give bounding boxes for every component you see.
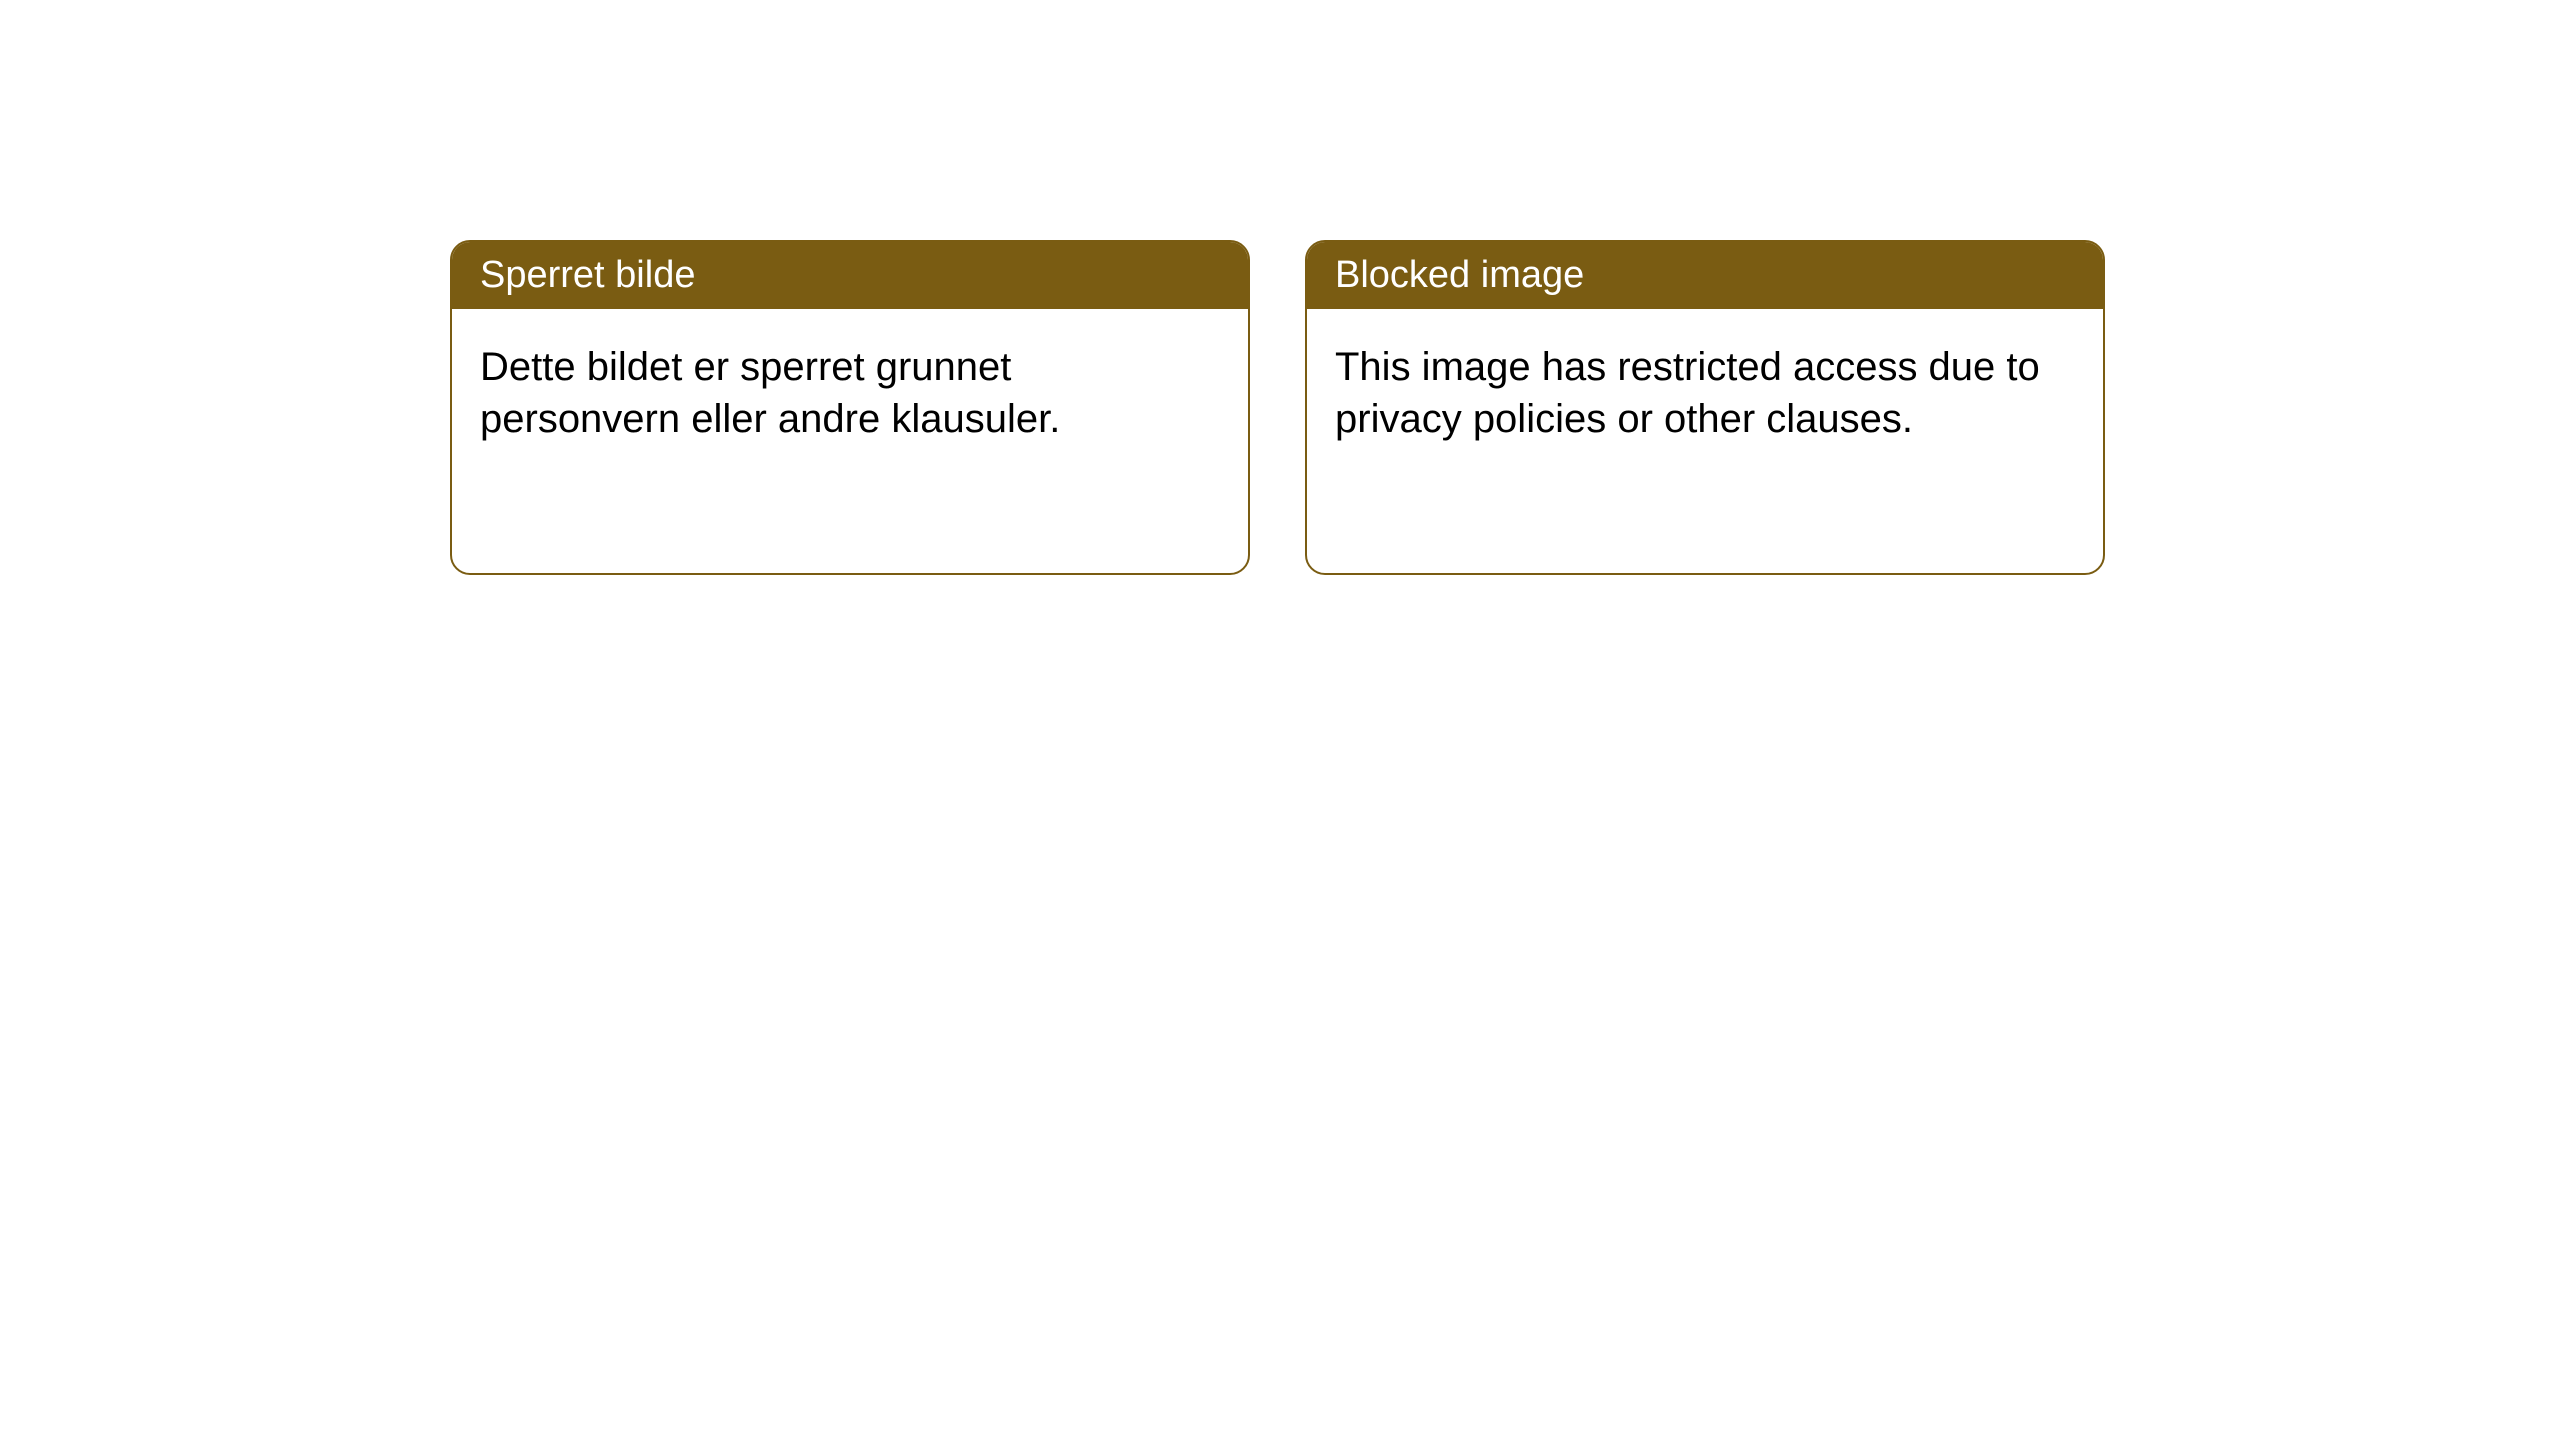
notice-body-english: This image has restricted access due to … (1307, 309, 2103, 477)
notice-body-norwegian: Dette bildet er sperret grunnet personve… (452, 309, 1248, 477)
notice-card-english: Blocked image This image has restricted … (1305, 240, 2105, 575)
notice-container: Sperret bilde Dette bildet er sperret gr… (450, 240, 2105, 575)
notice-card-norwegian: Sperret bilde Dette bildet er sperret gr… (450, 240, 1250, 575)
notice-header-norwegian: Sperret bilde (452, 242, 1248, 309)
notice-header-english: Blocked image (1307, 242, 2103, 309)
